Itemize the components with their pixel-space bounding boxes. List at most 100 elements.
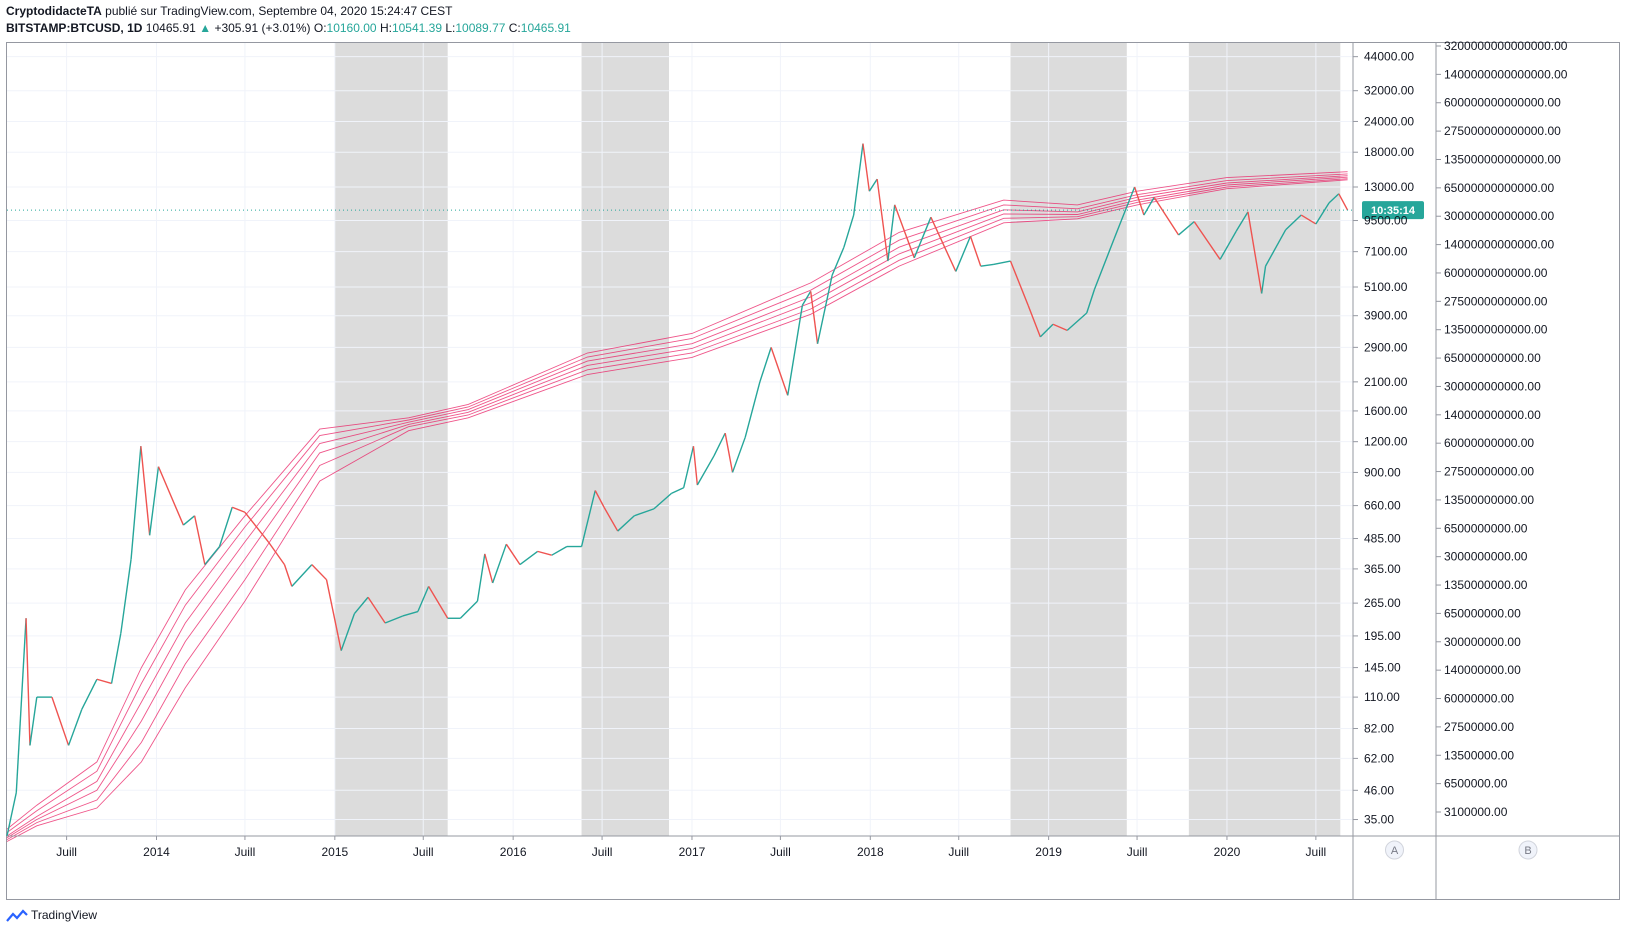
x-tick-label: Juill (1306, 845, 1327, 859)
price-segment (955, 235, 972, 272)
price-segment (244, 511, 269, 543)
y2-tick-label: 140000000.00 (1444, 663, 1521, 677)
publish-info: CryptodidacteTA publié sur TradingView.c… (6, 4, 452, 18)
y-tick-label: 35.00 (1364, 813, 1394, 827)
price-segment (267, 541, 286, 566)
price-segment (580, 490, 596, 547)
price-segment (1093, 238, 1115, 290)
price-segment (1113, 186, 1136, 240)
y-tick-label: 485.00 (1364, 532, 1401, 546)
last-price: 10465.91 (145, 21, 196, 35)
price-segment (1143, 196, 1155, 216)
price-segment (148, 466, 160, 536)
x-tick-label: Juill (770, 845, 791, 859)
tradingview-logo-icon (6, 909, 28, 922)
scale-button-a-label: A (1391, 845, 1399, 857)
price-segment (594, 490, 605, 508)
y-tick-label: 2100.00 (1364, 375, 1408, 389)
price-segment (887, 204, 896, 262)
price-segment (653, 492, 672, 510)
price-segment (476, 553, 486, 602)
y2-tick-label: 6500000.00 (1444, 777, 1508, 791)
price-segment (29, 697, 38, 746)
scale-button-b[interactable] (1518, 840, 1538, 860)
price-segment (816, 274, 833, 344)
price-segment (1300, 214, 1317, 225)
y-tick-label: 7100.00 (1364, 245, 1408, 259)
published-text: publié sur TradingView.com, Septembre 04… (105, 4, 453, 18)
shaded-range (581, 43, 670, 836)
y-tick-label: 13000.00 (1364, 180, 1414, 194)
y2-tick-label: 3000000000.00 (1444, 550, 1528, 564)
price-change: +305.91 (+3.01%) (214, 21, 311, 35)
symbol-label[interactable]: BITSTAMP:BTCUSD, 1D (6, 21, 143, 35)
y-tick-label: 660.00 (1364, 499, 1401, 513)
price-segment (325, 579, 342, 651)
price-segment (696, 455, 715, 486)
y-tick-label: 110.00 (1364, 690, 1400, 704)
y2-tick-label: 14000000000000.00 (1444, 238, 1554, 252)
price-segment (428, 586, 449, 619)
tradingview-brand[interactable]: TradingView (6, 908, 97, 923)
price-segment (1193, 221, 1221, 260)
price-segment (311, 564, 328, 581)
x-tick-label: Juill (948, 845, 969, 859)
ribbon-line (6, 175, 1348, 837)
price-segment (1264, 229, 1287, 267)
price-segment (283, 564, 293, 587)
y2-tick-label: 3200000000000000.00 (1444, 39, 1568, 53)
price-segment (1338, 193, 1349, 211)
price-segment (120, 559, 132, 634)
price-segment (1178, 221, 1195, 236)
y-tick-label: 24000.00 (1364, 114, 1414, 128)
price-segment (1247, 211, 1263, 294)
price-segment (801, 290, 812, 306)
price-segment (809, 291, 819, 344)
scale-button-a[interactable] (1385, 840, 1404, 860)
price-segment (1315, 202, 1330, 225)
price-segment (291, 564, 313, 587)
price-segment (15, 618, 27, 793)
y2-tick-label: 6000000000000.00 (1444, 266, 1548, 280)
y-tick-label: 62.00 (1364, 751, 1394, 765)
price-segment (930, 216, 957, 272)
y2-tick-label: 30000000000000.00 (1444, 209, 1554, 223)
price-segment (1052, 323, 1068, 331)
price-segment (744, 381, 761, 438)
price-segment (1066, 312, 1088, 331)
price-segment (831, 246, 845, 276)
price-segment (537, 550, 552, 556)
price-segment (770, 347, 789, 396)
ribbon-line (6, 179, 1348, 842)
price-segment (130, 446, 142, 560)
price-segment (204, 546, 221, 566)
price-segment (1153, 196, 1180, 236)
x-tick-label: 2015 (321, 845, 348, 859)
price-segment (862, 143, 871, 192)
price-segment (671, 487, 684, 494)
y2-tick-label: 2750000000000.00 (1444, 294, 1548, 308)
y-tick-label: 1600.00 (1364, 404, 1408, 418)
y2-tick-label: 13500000000.00 (1444, 493, 1534, 507)
y2-tick-label: 1400000000000000.00 (1444, 67, 1568, 81)
price-segment (505, 543, 521, 565)
price-segment (140, 446, 151, 536)
price-segment (731, 437, 746, 473)
y-tick-label: 1200.00 (1364, 435, 1408, 449)
ohlc-legend: BITSTAMP:BTCUSD, 1D 10465.91 ▲ +305.91 (… (6, 21, 571, 35)
y2-tick-label: 650000000.00 (1444, 606, 1521, 620)
y2-tick-label: 300000000.00 (1444, 635, 1521, 649)
price-segment (980, 263, 994, 267)
y2-tick-label: 60000000.00 (1444, 692, 1514, 706)
y-tick-label: 265.00 (1364, 596, 1401, 610)
brand-name: TradingView (31, 908, 98, 922)
price-segment (459, 600, 478, 619)
shaded-range (1010, 43, 1127, 836)
price-segment (993, 260, 1011, 266)
price-segment (402, 610, 419, 617)
price-segment (759, 347, 772, 383)
price-segment (913, 216, 932, 259)
price-segment (25, 618, 31, 746)
author-name[interactable]: CryptodidacteTA (6, 4, 102, 18)
